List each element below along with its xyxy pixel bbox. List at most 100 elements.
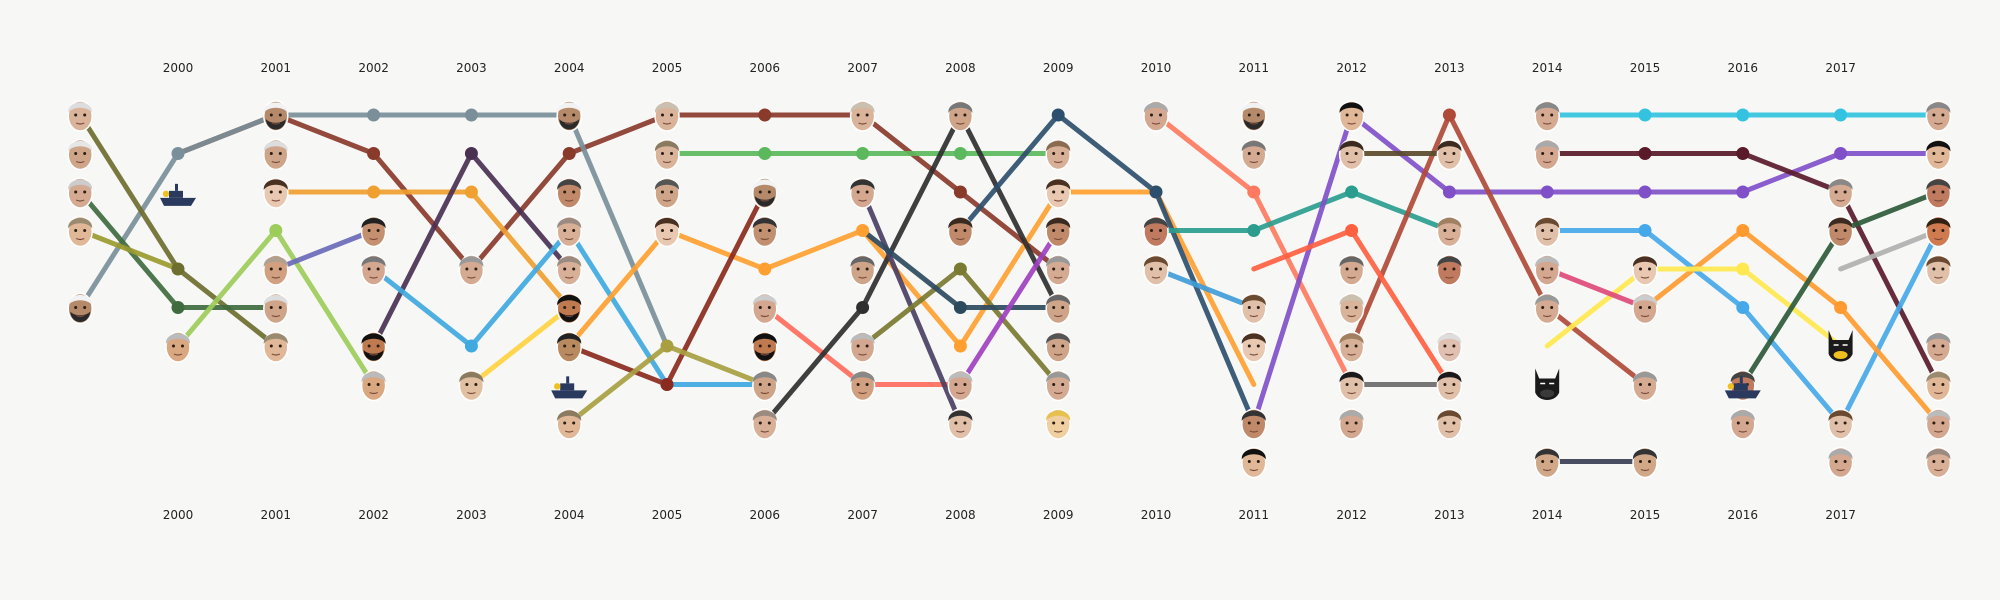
eye-shape — [563, 113, 567, 117]
eye-shape — [1550, 229, 1554, 232]
series-line — [1838, 228, 1941, 272]
eye-shape — [1159, 113, 1162, 117]
hair-shape — [1143, 256, 1169, 267]
eye-shape — [1834, 460, 1838, 463]
mouth-shape — [1053, 276, 1063, 279]
hair-shape — [68, 218, 93, 229]
eye-shape — [1247, 306, 1251, 309]
series-point — [953, 301, 967, 314]
eye-shape — [474, 383, 478, 386]
mouth-shape — [173, 353, 183, 356]
hair-shape — [557, 256, 582, 267]
portrait-icon — [1338, 292, 1365, 325]
eye-shape — [767, 190, 771, 194]
year-label-bottom: 2013 — [1434, 508, 1465, 522]
series-line — [1153, 189, 1452, 233]
hair-shape — [1828, 218, 1853, 229]
hair-shape — [1437, 218, 1462, 229]
mouth-shape — [1836, 237, 1845, 241]
portrait-icon — [1436, 215, 1463, 248]
portrait-icon — [1925, 215, 1952, 248]
series-point — [1345, 224, 1359, 237]
eye-shape — [1834, 190, 1838, 194]
eye-shape — [963, 383, 967, 386]
portrait-icon — [1534, 138, 1560, 171]
eye-shape — [856, 383, 860, 386]
hair-shape — [1828, 179, 1853, 190]
hair-shape — [1046, 372, 1071, 383]
mouth-shape — [1934, 276, 1943, 279]
mouth-shape — [1542, 276, 1552, 279]
ship-icon — [160, 183, 196, 206]
eye-shape — [1932, 267, 1936, 271]
ship-flag — [162, 190, 170, 198]
eye-shape — [367, 229, 371, 232]
eye-shape — [1443, 152, 1447, 155]
year-label-bottom: 2011 — [1239, 508, 1270, 522]
eye-shape — [572, 190, 576, 194]
portrait-icon — [1338, 408, 1365, 440]
eye-shape — [758, 190, 762, 194]
eye-shape — [563, 306, 567, 309]
eye-shape — [1345, 421, 1349, 425]
portrait-icon — [752, 408, 778, 440]
hair-shape — [263, 179, 288, 190]
eye-shape — [1354, 152, 1358, 155]
hair-shape — [1339, 333, 1364, 344]
hair-shape — [1926, 218, 1951, 229]
eye-shape — [367, 344, 371, 348]
hair-shape — [948, 372, 973, 383]
series-point — [171, 301, 185, 314]
eye-shape — [1452, 421, 1456, 425]
portrait-icon — [1241, 138, 1267, 171]
eye-shape — [1541, 152, 1545, 155]
portrait-icon — [1827, 177, 1854, 209]
mouth-shape — [858, 199, 867, 202]
eye-shape — [1932, 421, 1936, 425]
hair-shape — [1339, 256, 1364, 267]
mouth-shape — [75, 160, 85, 164]
mouth-shape — [1934, 468, 1943, 472]
eye-shape — [83, 190, 87, 194]
eye-shape — [1541, 229, 1545, 232]
portrait-icon — [1925, 331, 1952, 363]
mouth-shape — [369, 391, 378, 395]
mouth-shape — [1934, 237, 1943, 241]
mouth-shape — [1640, 391, 1650, 395]
eye-shape — [269, 152, 273, 155]
portrait-icon — [1143, 100, 1169, 132]
hair-shape — [263, 333, 288, 344]
portrait-icon — [654, 138, 680, 171]
mouth-shape — [1347, 353, 1356, 356]
eye-shape — [563, 267, 567, 271]
eye-shape — [1443, 344, 1447, 348]
eye-shape — [865, 190, 869, 194]
portrait-icon — [67, 138, 93, 171]
mouth-shape — [662, 199, 672, 202]
hair-shape — [1046, 333, 1071, 344]
eye-shape — [954, 113, 958, 117]
mouth-shape — [1934, 353, 1943, 356]
mouth-shape — [564, 122, 574, 125]
eye-shape — [1452, 344, 1456, 348]
hair-shape — [1437, 372, 1462, 383]
mouth-shape — [1445, 160, 1454, 164]
eye-shape — [1061, 421, 1065, 425]
eye-shape — [1843, 421, 1847, 425]
eye-shape — [1550, 460, 1554, 463]
portrait-icon — [165, 331, 191, 363]
year-label-top: 2005 — [652, 61, 683, 75]
eye-shape — [563, 344, 567, 348]
series-line — [762, 112, 1061, 426]
eye-shape — [1061, 344, 1065, 348]
eye-shape — [954, 383, 958, 386]
portrait-icon — [556, 254, 582, 286]
series-point — [953, 185, 967, 199]
series-point — [367, 108, 381, 122]
portrait-icon — [67, 177, 93, 209]
series-point — [1442, 185, 1456, 199]
eye-shape — [376, 267, 380, 271]
portrait-icon — [556, 100, 582, 132]
series-point — [758, 147, 772, 160]
